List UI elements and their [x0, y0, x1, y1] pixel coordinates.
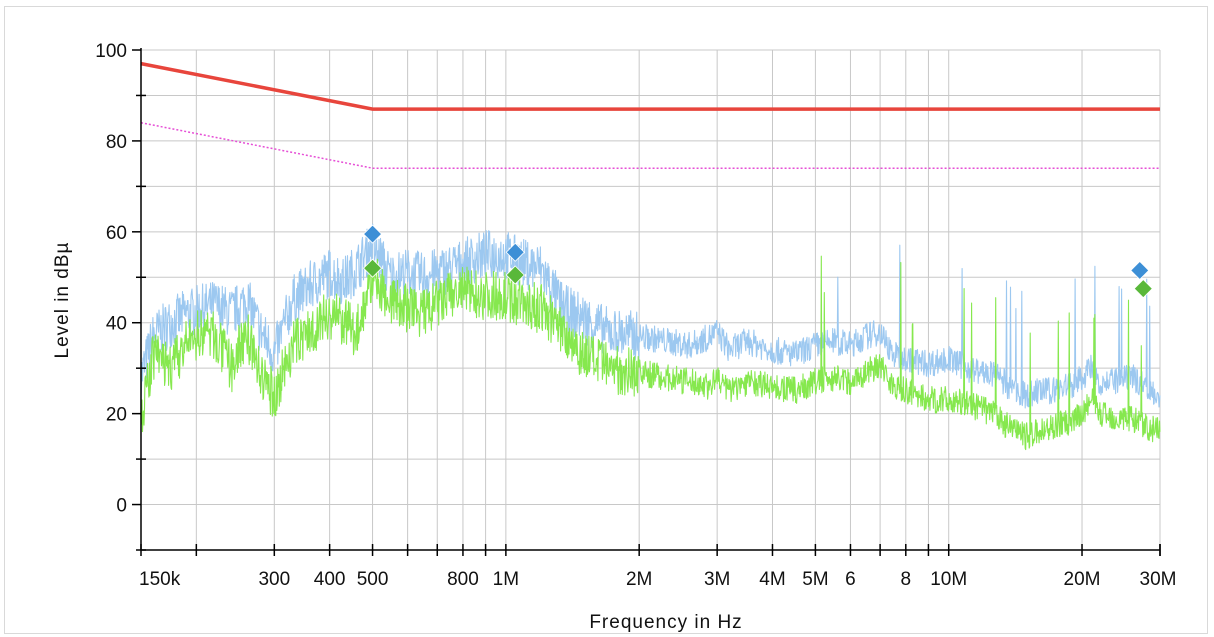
- x-tick-label: 400: [314, 569, 346, 590]
- x-tick-label: 1M: [493, 569, 519, 590]
- y-tick-label: 60: [106, 223, 127, 244]
- x-tick-label: 3M: [704, 569, 730, 590]
- x-tick-label: 500: [357, 569, 389, 590]
- y-tick-label: 20: [106, 405, 127, 426]
- avg-trace-line: [140, 255, 1161, 451]
- x-tick-label: 10M: [930, 569, 967, 590]
- x-tick-label: 8: [901, 569, 912, 590]
- avg-marker: [362, 258, 383, 278]
- x-tick-label: 150k: [139, 569, 181, 590]
- x-tick-label: 5M: [802, 569, 828, 590]
- y-axis-label: Level in dBµ: [52, 242, 73, 359]
- y-tick-label: 80: [106, 132, 127, 153]
- x-tick-label: 300: [258, 569, 290, 590]
- y-tick-label: 100: [95, 41, 127, 62]
- y-tick-label: 40: [106, 314, 127, 335]
- avg-marker: [505, 265, 525, 285]
- x-tick-label: 20M: [1064, 569, 1101, 590]
- peak-trace-line: [140, 223, 1161, 409]
- x-tick-label: 6: [845, 569, 856, 590]
- marker-group: [362, 224, 1153, 299]
- axes: 0 20 40 60 80 100 150k 300 400 500 800 1M 2M 3M 4M 5M 6 8…: [95, 41, 1176, 590]
- x-axis-label: Frequency in Hz: [589, 612, 742, 633]
- series-group: [140, 61, 1161, 451]
- x-tick-label: 30M: [1140, 569, 1177, 590]
- limit-avg-line: [140, 121, 1160, 169]
- peak-marker: [362, 224, 383, 244]
- x-tick-label: 4M: [759, 569, 785, 590]
- y-tick-label: 0: [116, 496, 127, 517]
- peak-marker: [1130, 260, 1150, 281]
- peak-marker: [505, 242, 525, 262]
- limit-qp-line: [140, 61, 1160, 111]
- avg-marker: [1133, 279, 1153, 299]
- x-tick-label: 2M: [626, 569, 652, 590]
- x-tick-label: 800: [447, 569, 479, 590]
